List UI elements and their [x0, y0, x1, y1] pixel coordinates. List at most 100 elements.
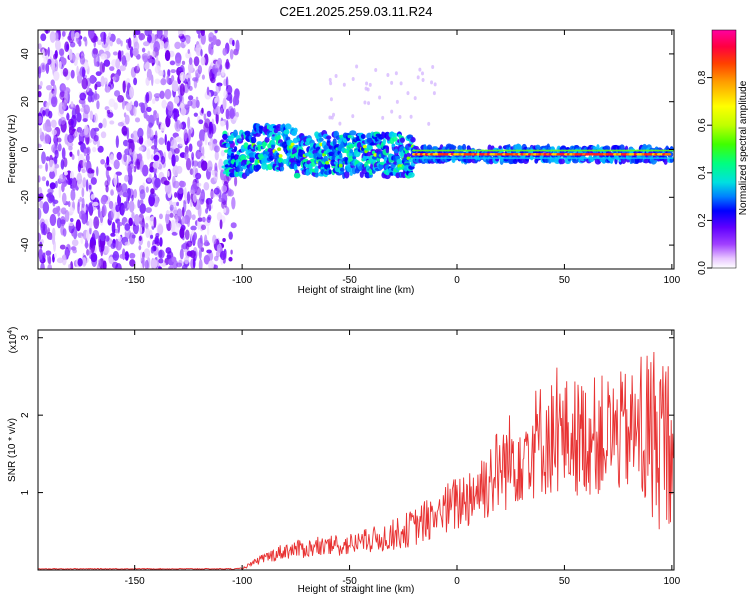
noise-cell: [106, 156, 110, 166]
noise-cell: [75, 219, 82, 232]
noise-cell: [126, 78, 131, 84]
noise-cell: [76, 126, 83, 133]
noise-cell: [161, 99, 167, 109]
noise-cell: [378, 95, 382, 100]
noise-cell: [179, 227, 185, 239]
signal-cell: [491, 157, 496, 160]
noise-cell: [175, 262, 183, 268]
signal-cell: [522, 149, 527, 152]
noise-cell: [81, 77, 88, 90]
noise-cell: [131, 194, 134, 202]
noise-cell: [228, 231, 233, 240]
signal-cell: [662, 157, 667, 160]
noise-cell: [187, 77, 191, 90]
signal-cell: [645, 157, 650, 160]
noise-cell: [67, 133, 74, 143]
noise-cell: [200, 30, 205, 37]
noise-cell: [124, 114, 130, 125]
noise-cell: [44, 134, 51, 144]
noise-cell: [172, 164, 179, 177]
signal-cell: [477, 149, 482, 152]
signal-cell: [463, 157, 468, 160]
snr-xtick-label: 50: [559, 576, 571, 587]
spectrogram-ytick-label: 0: [20, 146, 31, 152]
noise-cell: [115, 239, 122, 251]
noise-cell: [186, 240, 193, 248]
noise-cell: [222, 238, 226, 243]
noise-cell: [145, 186, 149, 193]
noise-cell: [133, 188, 138, 199]
signal-cell: [328, 169, 332, 175]
snr-ytick-label: 3: [20, 335, 31, 341]
noise-cell: [395, 99, 399, 104]
noise-cell: [38, 192, 44, 200]
signal-cell: [235, 154, 239, 160]
noise-cell: [136, 158, 140, 170]
noise-cell: [81, 168, 86, 174]
noise-cell: [142, 164, 149, 177]
signal-cell: [254, 164, 262, 170]
spectrogram-ylabel: Frequency (Hz): [7, 115, 18, 184]
noise-cell: [144, 30, 150, 37]
noise-cell: [71, 154, 75, 161]
noise-cell: [68, 264, 72, 269]
signal-cell: [601, 157, 606, 160]
spectrogram-xtick-label: -50: [342, 275, 357, 286]
signal-cell: [264, 136, 270, 143]
signal-cell: [663, 157, 668, 165]
noise-cell: [195, 172, 202, 180]
noise-cell: [57, 143, 62, 152]
signal-cell: [473, 149, 478, 152]
noise-cell: [367, 101, 371, 106]
noise-cell: [174, 147, 180, 154]
signal-cell: [436, 149, 441, 152]
noise-cell: [189, 250, 196, 259]
noise-cell: [180, 107, 187, 116]
signal-cell: [518, 149, 523, 152]
noise-cell: [212, 234, 217, 245]
noise-cell: [110, 242, 116, 250]
signal-cell: [256, 141, 263, 146]
noise-cell: [176, 208, 183, 219]
noise-cell: [139, 189, 146, 200]
noise-cell: [88, 90, 93, 97]
signal-cell: [597, 157, 602, 160]
signal-cell: [652, 149, 657, 152]
noise-cell: [128, 217, 133, 227]
noise-cell: [165, 212, 170, 225]
noise-cell: [56, 137, 62, 143]
noise-cell: [110, 78, 114, 85]
noise-cell: [38, 207, 42, 220]
noise-cell: [56, 217, 62, 229]
signal-cell: [501, 157, 506, 160]
signal-cell: [439, 149, 444, 152]
noise-cell: [169, 212, 174, 218]
signal-cell: [432, 149, 437, 152]
noise-cell: [138, 235, 142, 242]
noise-cell: [184, 152, 189, 160]
spectrogram-ytick-label: -40: [20, 237, 31, 252]
noise-cell: [39, 80, 43, 87]
noise-cell: [45, 156, 50, 162]
noise-cell: [169, 204, 174, 211]
noise-cell: [203, 234, 208, 247]
noise-cell: [204, 132, 208, 146]
signal-cell: [442, 157, 447, 160]
signal-cell: [239, 166, 244, 172]
noise-cell: [172, 132, 179, 138]
signal-cell: [293, 172, 301, 179]
signal-cell: [539, 149, 544, 152]
colorbar-tick-label: 0.4: [697, 165, 708, 179]
signal-cell: [277, 131, 281, 136]
signal-cell: [233, 129, 238, 138]
noise-cell: [114, 90, 121, 97]
noise-cell: [115, 58, 121, 70]
noise-cell: [399, 81, 403, 86]
noise-cell: [119, 65, 126, 72]
noise-cell: [92, 201, 99, 207]
signal-cell: [318, 137, 324, 142]
noise-cell: [174, 119, 182, 132]
signal-cell: [580, 157, 585, 160]
noise-cell: [129, 148, 132, 155]
